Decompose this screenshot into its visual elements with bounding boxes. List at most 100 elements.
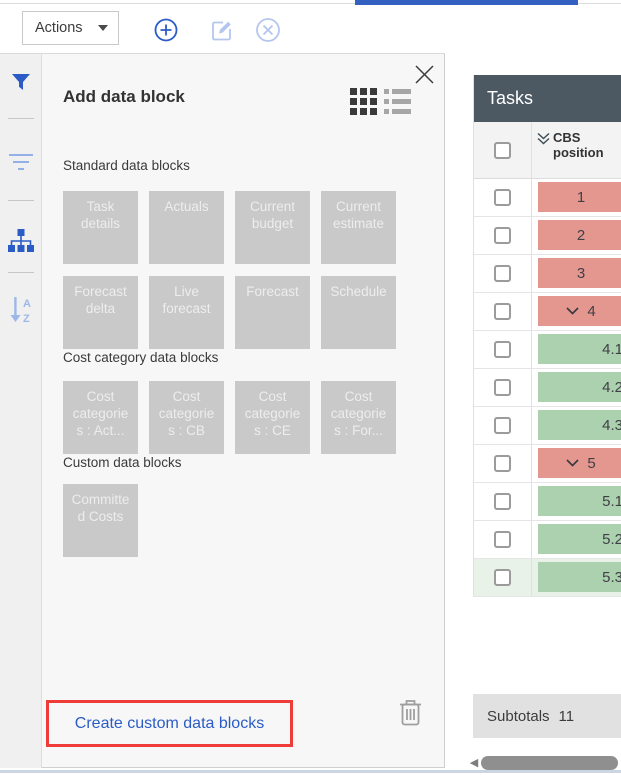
data-block-tile[interactable]: Schedule [321,276,396,349]
view-toggle [350,88,411,118]
cbs-position-value: 4 [587,302,596,320]
table-row[interactable]: 5.3 [474,559,621,597]
tile-label: Schedule [330,284,387,299]
data-block-tile[interactable]: Cost categories : CE [235,381,310,454]
annotation-highlight: Create custom data blocks [46,700,293,747]
active-tab-indicator [355,0,578,5]
filter-lines-icon [8,151,34,176]
data-block-tile[interactable]: Task details [63,191,138,264]
sidebar-divider [8,200,34,201]
cbs-position-cell: 5.1 [538,486,621,516]
cbs-position-value: 1 [576,188,586,206]
cbs-position-cell: 1 [538,182,621,212]
hierarchy-button[interactable] [0,226,41,260]
row-checkbox-cell [474,255,532,292]
row-checkbox[interactable] [494,493,511,510]
section-label: Custom data blocks [63,455,182,470]
row-checkbox[interactable] [494,265,511,282]
row-checkbox[interactable] [494,417,511,434]
data-block-tile[interactable]: Cost categories : CB [149,381,224,454]
tasks-table-title: Tasks [474,75,621,122]
header-checkbox-cell [474,122,532,179]
row-checkbox[interactable] [494,569,511,586]
data-block-tile[interactable]: Live forecast [149,276,224,349]
table-row[interactable]: 5 [474,445,621,483]
row-checkbox[interactable] [494,303,511,320]
data-block-tile[interactable]: Committed Costs [63,484,138,557]
tile-label: Live forecast [162,284,211,316]
edit-square-icon [209,17,235,46]
data-block-tile[interactable]: Current budget [235,191,310,264]
list-view-button[interactable] [384,88,411,118]
cancel-button[interactable] [253,16,283,46]
cbs-position-cell: 2 [538,220,621,250]
cbs-position-cell: 3 [538,258,621,288]
table-row[interactable]: 1 [474,179,621,217]
table-row[interactable]: 4.2 [474,369,621,407]
filter-lines-button[interactable] [0,146,41,180]
cbs-position-cell: 4.2 [538,372,621,402]
table-row[interactable]: 4 [474,293,621,331]
filter-icon [10,71,32,96]
row-checkbox[interactable] [494,227,511,244]
row-checkbox-cell [474,445,532,482]
filter-button[interactable] [0,66,41,100]
close-button[interactable] [412,64,436,88]
row-checkbox[interactable] [494,531,511,548]
trash-icon [398,700,423,730]
row-checkbox[interactable] [494,455,511,472]
tiles-grid: Committed Costs [63,484,423,557]
tile-label: Cost categories : For... [330,389,387,438]
create-custom-data-blocks-link[interactable]: Create custom data blocks [74,714,265,732]
cbs-position-value: 5 [587,454,596,472]
panel-title: Add data block [63,87,185,106]
actions-dropdown-label: Actions [35,20,83,36]
list-view-icon [384,89,411,118]
tasks-table: Tasks CBS position 1 [473,75,621,597]
table-row[interactable]: 5.1 [474,483,621,521]
add-data-block-panel: Add data block Standard data block [42,53,445,768]
table-row[interactable]: 2 [474,217,621,255]
scroll-left-arrow-icon[interactable]: ◀ [469,757,479,769]
cbs-position-value: 3 [576,264,586,282]
data-block-tile[interactable]: Forecast delta [63,276,138,349]
horizontal-scrollbar: ◀ [468,755,621,771]
row-checkbox[interactable] [494,379,511,396]
row-checkbox[interactable] [494,189,511,206]
scrollbar-thumb[interactable] [481,756,618,770]
double-chevron-down-icon [536,132,551,148]
actions-dropdown[interactable]: Actions [22,11,119,45]
data-block-tile[interactable]: Current estimate [321,191,396,264]
table-row[interactable]: 4.1 [474,331,621,369]
cbs-position-value: 4.3 [602,416,621,434]
delete-button[interactable] [398,698,423,730]
sidebar-divider [8,272,34,273]
data-block-tile[interactable]: Forecast [235,276,310,349]
table-row[interactable]: 3 [474,255,621,293]
cbs-position-cell: 5.2 [538,524,621,554]
row-checkbox-cell [474,407,532,444]
edit-button[interactable] [207,16,237,46]
row-checkbox-cell [474,293,532,330]
row-checkbox-cell [474,217,532,254]
row-checkbox-cell [474,369,532,406]
collapse-all-button[interactable] [536,132,551,148]
bottom-border [0,770,621,773]
data-block-tile[interactable]: Cost categories : For... [321,381,396,454]
x-circle-icon [254,16,282,47]
data-block-tile[interactable]: Cost categories : Act... [63,381,138,454]
select-all-checkbox[interactable] [494,142,511,159]
chevron-down-icon[interactable] [566,459,579,467]
table-row[interactable]: 5.2 [474,521,621,559]
sidebar-divider [8,118,34,119]
row-checkbox[interactable] [494,341,511,358]
table-row[interactable]: 4.3 [474,407,621,445]
tile-label: Cost categories : Act... [72,389,129,438]
tile-label: Forecast delta [74,284,127,316]
grid-view-button[interactable] [350,88,377,118]
add-button[interactable] [151,16,181,46]
data-block-tile[interactable]: Actuals [149,191,224,264]
chevron-down-icon[interactable] [566,307,579,315]
